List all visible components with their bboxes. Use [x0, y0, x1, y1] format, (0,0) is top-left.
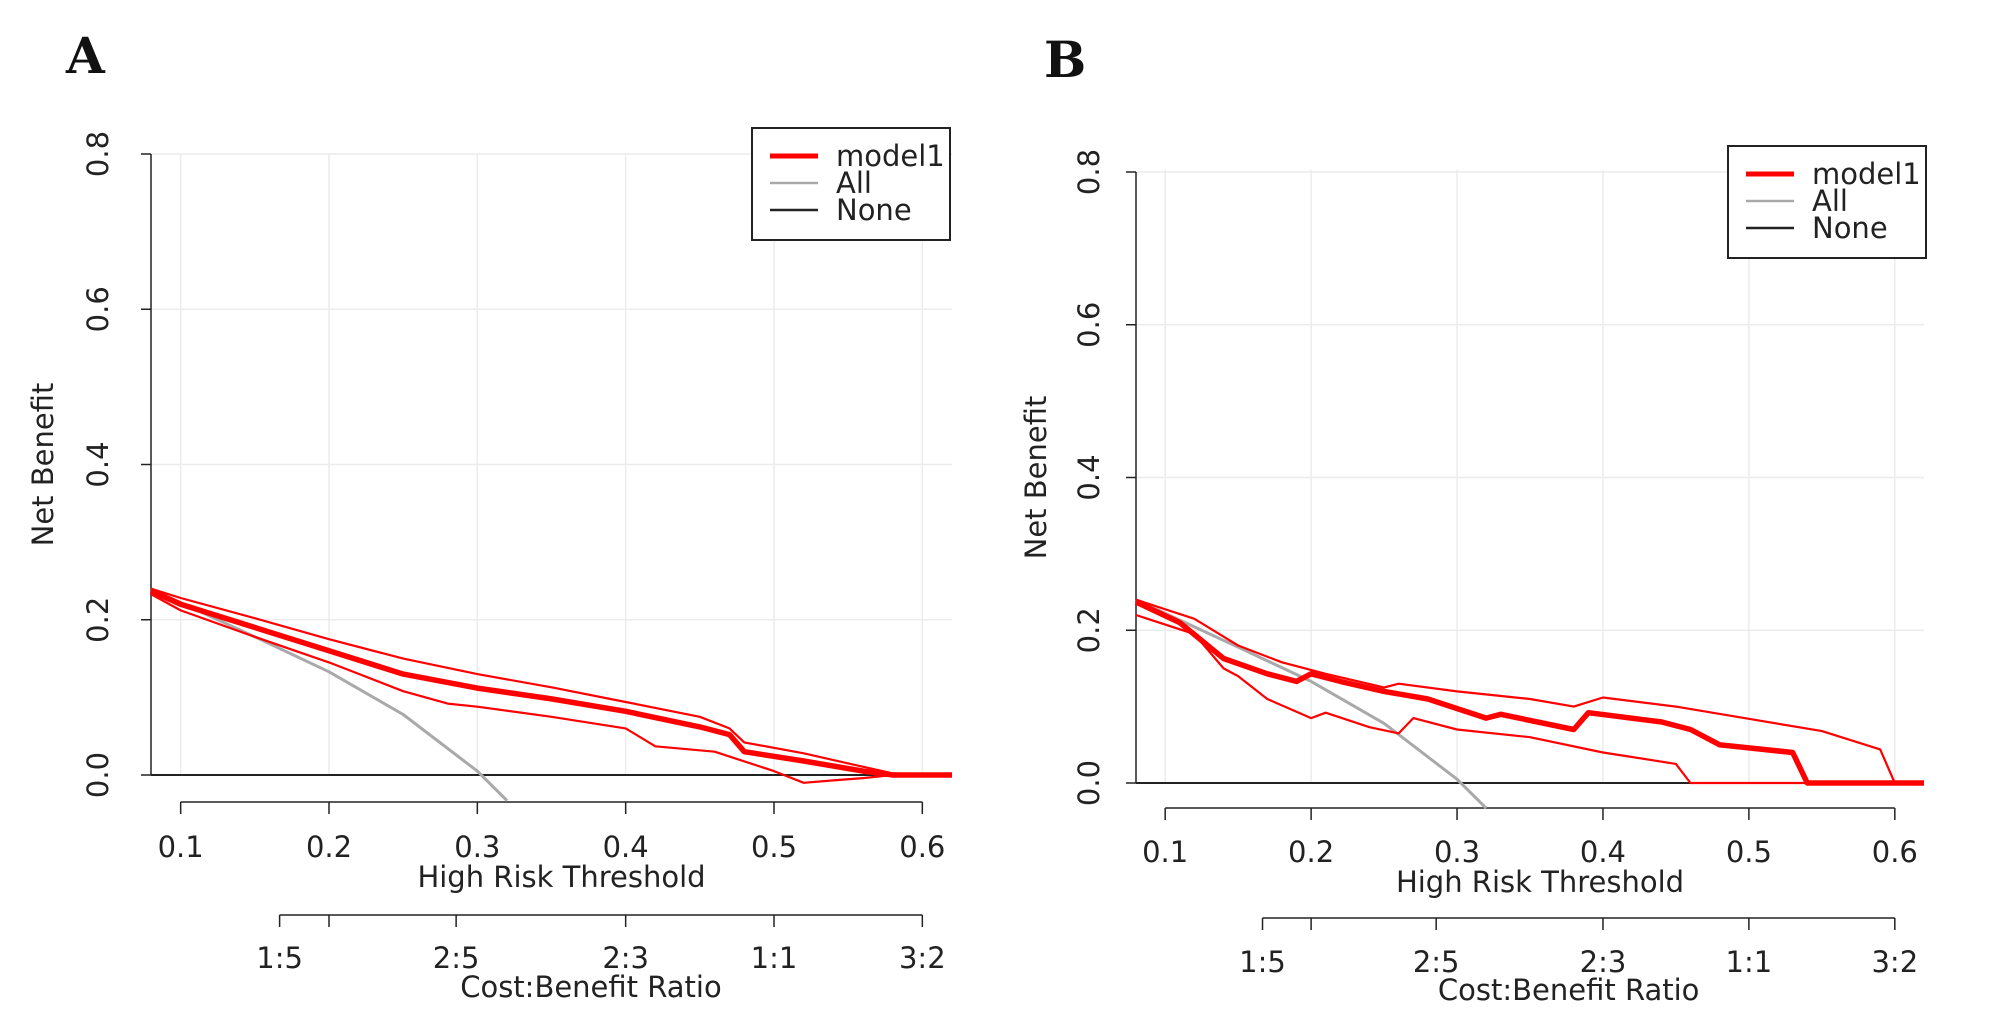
y-tick-label: 0.2	[81, 597, 115, 643]
x-tick-label: 0.4	[603, 830, 649, 864]
secondary-tick-label: 3:2	[1871, 945, 1918, 979]
x-tick-label: 0.6	[1872, 835, 1918, 869]
legend-label-all: All	[1812, 184, 1848, 218]
x-tick-label: 0.5	[1726, 835, 1772, 869]
legend-label-all: All	[836, 166, 872, 200]
y-tick-label: 0.2	[1072, 607, 1106, 653]
secondary-axis-title: Cost:Benefit Ratio	[1438, 973, 1700, 1007]
model1-ci-line	[150, 587, 953, 777]
legend-label-none: None	[836, 193, 912, 227]
panel-b-label: B	[1044, 30, 1087, 89]
model1-line	[1134, 599, 1924, 786]
legend-label-model: model1	[1812, 157, 1921, 191]
secondary-tick-label: 1:5	[1239, 945, 1286, 979]
secondary-tick-label: 3:2	[899, 941, 946, 975]
y-tick-label: 0.4	[81, 441, 115, 487]
x-tick-label: 0.6	[899, 830, 945, 864]
model1-ci-line	[150, 593, 952, 784]
secondary-tick-label: 2:3	[1580, 945, 1627, 979]
legend-label-none: None	[1812, 211, 1888, 245]
x-axis-title: High Risk Threshold	[1396, 865, 1684, 899]
y-axis-title: Net Benefit	[26, 383, 60, 547]
x-tick-label: 0.2	[1288, 835, 1334, 869]
x-axis-title: High Risk Threshold	[417, 860, 705, 894]
model1-ci-line	[1135, 598, 1924, 785]
decision-curve-chart-b: 0.0 0.2 0.4 0.6 0.8 Net Benefit 0.1 0.2 0.3 0.4 0.…	[1019, 145, 1927, 1007]
y-tick-label: 0.0	[81, 752, 115, 798]
model1-line	[149, 588, 952, 778]
x-tick-label: 0.1	[158, 830, 204, 864]
legend-box	[1727, 145, 1927, 259]
y-tick-label: 0.4	[1072, 454, 1106, 500]
secondary-tick-label: 2:5	[1413, 945, 1460, 979]
secondary-tick-label: 2:3	[602, 941, 649, 975]
secondary-tick-label: 2:5	[433, 941, 480, 975]
x-tick-label: 0.3	[1434, 835, 1480, 869]
y-axis-title: Net Benefit	[1019, 396, 1053, 560]
secondary-tick-label: 1:1	[1726, 945, 1773, 979]
decision-curve-chart-a: 0.0 0.2 0.4 0.6 0.8 Net Benefit 0.1 0.2 0.3 0.4 0.…	[26, 127, 953, 1004]
secondary-tick-label: 1:5	[256, 941, 303, 975]
y-tick-label: 0.8	[1072, 149, 1106, 195]
y-tick-label: 0.8	[81, 131, 115, 177]
x-tick-label: 0.3	[454, 830, 500, 864]
legend-label-model: model1	[836, 139, 945, 173]
y-tick-label: 0.0	[1072, 760, 1106, 806]
x-tick-label: 0.4	[1580, 835, 1626, 869]
panel-a-label: A	[66, 26, 105, 85]
y-tick-label: 0.6	[81, 286, 115, 332]
model1-ci-line	[1135, 613, 1924, 785]
x-tick-label: 0.1	[1142, 835, 1188, 869]
secondary-axis-title: Cost:Benefit Ratio	[460, 970, 722, 1004]
x-tick-label: 0.5	[751, 830, 797, 864]
x-tick-label: 0.2	[306, 830, 352, 864]
y-tick-label: 0.6	[1072, 302, 1106, 348]
secondary-tick-label: 1:1	[751, 941, 798, 975]
